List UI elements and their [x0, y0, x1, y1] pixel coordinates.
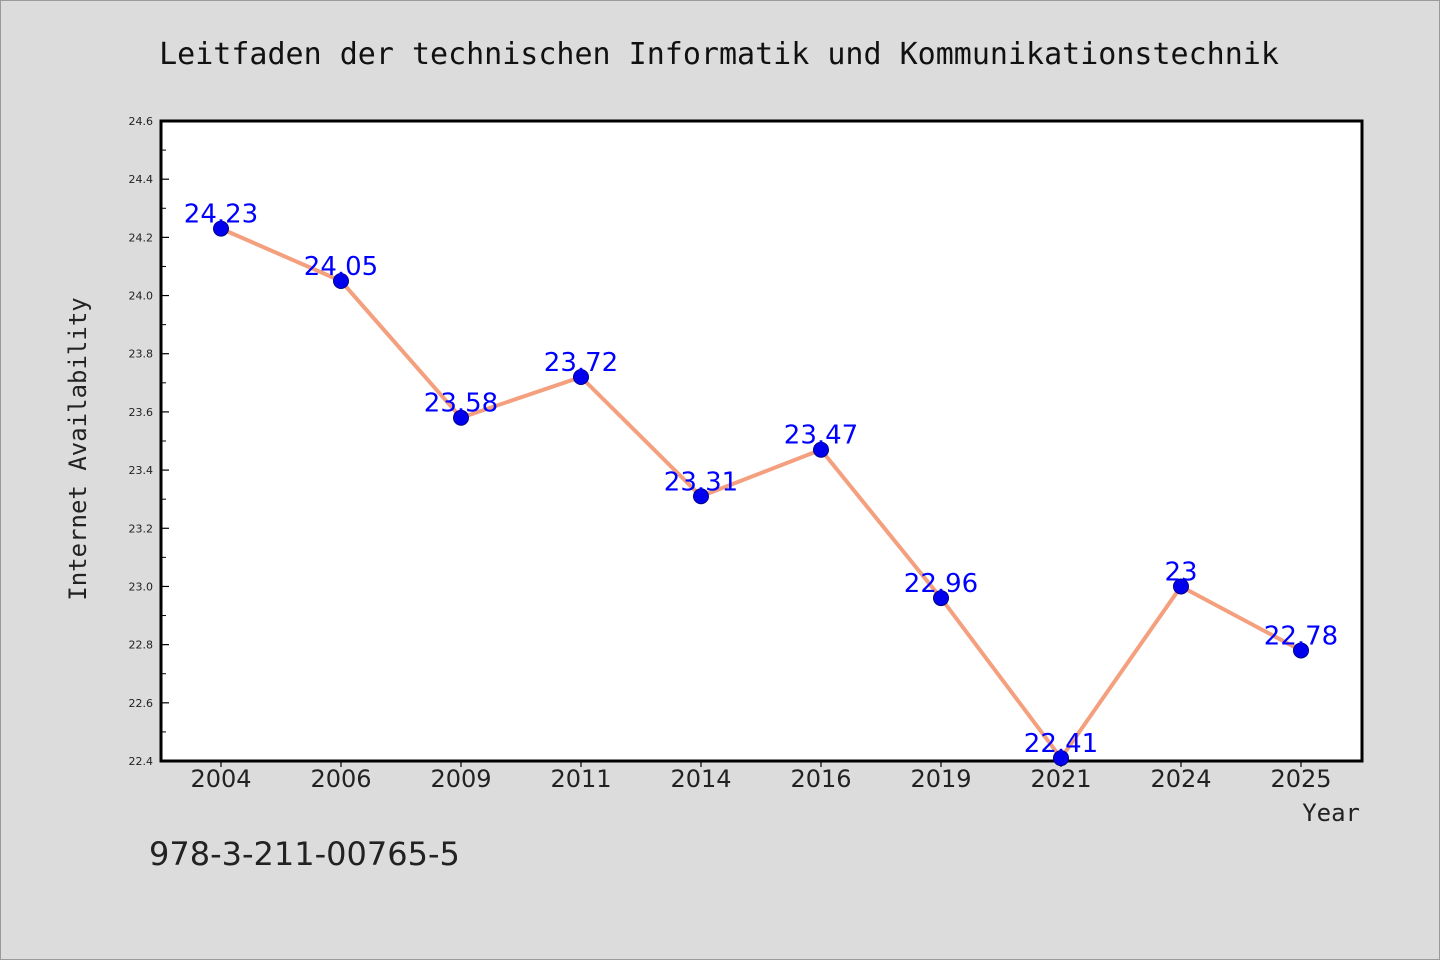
y-tick-label: 24.2 — [129, 231, 154, 244]
x-tick-label: 2014 — [670, 765, 731, 793]
y-tick-label: 23.0 — [129, 580, 154, 593]
data-label: 23.58 — [424, 389, 498, 419]
data-point — [813, 441, 829, 458]
y-tick-label: 22.4 — [129, 755, 154, 768]
x-tick-label: 2011 — [550, 765, 611, 793]
series-line — [219, 226, 1303, 761]
data-point — [1293, 642, 1309, 659]
isbn-text: 978-3-211-00765-5 — [149, 835, 460, 873]
x-tick-label: 2024 — [1150, 765, 1211, 793]
x-tick-label: 2019 — [910, 765, 971, 793]
x-tick-label: 2009 — [430, 765, 491, 793]
y-tick-label: 22.6 — [129, 697, 154, 710]
x-tick-label: 2004 — [190, 765, 251, 793]
data-label: 22.41 — [1024, 729, 1098, 759]
data-point — [1173, 578, 1189, 595]
x-tick-label: 2025 — [1270, 765, 1331, 793]
chart-title: Leitfaden der technischen Informatik und… — [159, 37, 1279, 72]
y-tick-label: 24.6 — [129, 115, 154, 128]
data-point — [213, 220, 229, 237]
y-axis: 22.4 22.6 22.8 23.0 23.2 23.4 23.6 23.8 24.0 24.2… — [129, 115, 169, 768]
y-tick-label: 22.8 — [129, 639, 154, 652]
y-axis-label: Internet Availability — [64, 297, 92, 600]
data-label: 23.31 — [664, 467, 738, 497]
series-layer — [213, 220, 1309, 767]
data-label: 22.96 — [904, 569, 978, 599]
y-tick-label: 24.4 — [129, 173, 154, 186]
data-point — [333, 273, 349, 289]
data-label: 24.23 — [184, 200, 258, 230]
y-tick-label: 23.8 — [129, 348, 154, 361]
plot-area — [159, 119, 1364, 763]
x-tick-label: 2021 — [1030, 765, 1091, 793]
data-label: 23.47 — [784, 421, 858, 451]
y-tick-label: 24.0 — [129, 290, 154, 303]
data-label: 23 — [1164, 557, 1197, 587]
x-tick-label: 2006 — [310, 765, 371, 793]
x-tick-label: 2016 — [790, 765, 851, 793]
data-point — [933, 590, 949, 607]
data-label: 22.78 — [1264, 621, 1338, 651]
data-point — [1053, 750, 1069, 767]
x-axis: 2004 2006 2009 2011 2014 2016 2019 2021 2024 2025 — [190, 761, 1332, 793]
data-point — [573, 369, 589, 385]
y-tick-label: 23.2 — [129, 522, 154, 535]
x-axis-label: Year — [1302, 799, 1360, 827]
data-label: 23.72 — [544, 348, 618, 378]
data-label-layer: 24.23 24.05 23.58 23.72 23.31 23.47 22.96 22.41… — [184, 200, 1338, 759]
data-point — [453, 409, 469, 426]
data-point — [693, 488, 709, 505]
y-tick-label: 23.4 — [129, 464, 154, 477]
data-label: 24.05 — [304, 252, 378, 282]
y-tick-label: 23.6 — [129, 406, 154, 419]
